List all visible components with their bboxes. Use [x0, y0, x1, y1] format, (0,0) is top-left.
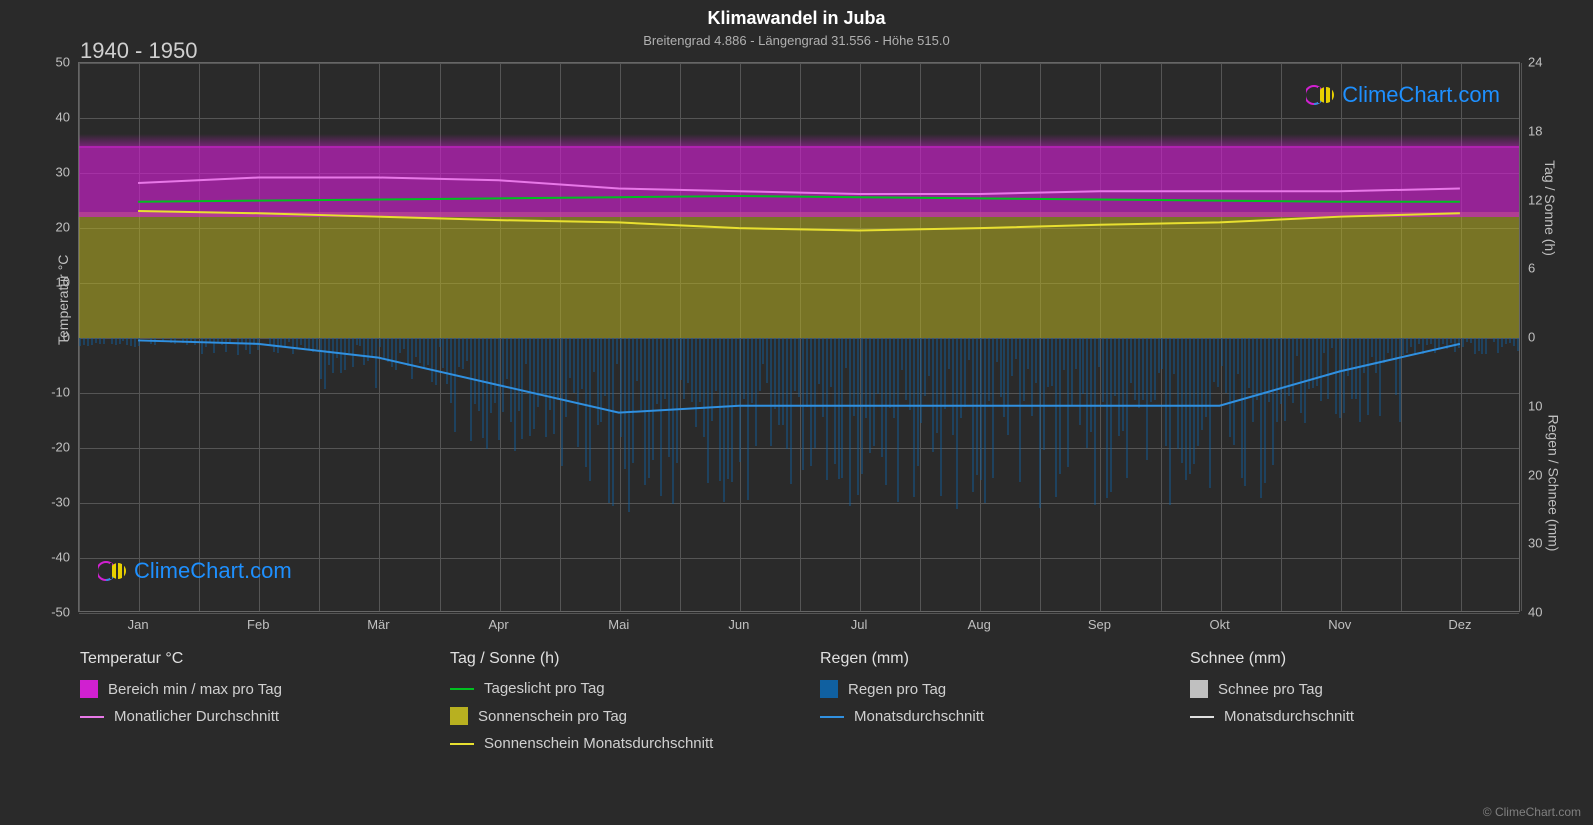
y-tick-left: 30: [30, 165, 70, 180]
legend-item: Tageslicht pro Tag: [450, 680, 780, 697]
y-tick-right-bottom: 20: [1528, 467, 1542, 482]
y-tick-left: -30: [30, 495, 70, 510]
legend-item: Bereich min / max pro Tag: [80, 680, 410, 698]
chart-subtitle: Breitengrad 4.886 - Längengrad 31.556 - …: [0, 29, 1593, 48]
legend-swatch: [450, 688, 474, 690]
legend-swatch: [80, 716, 104, 718]
watermark-text: ClimeChart.com: [134, 558, 292, 584]
legend-label: Monatlicher Durchschnitt: [114, 708, 279, 725]
legend-label: Sonnenschein Monatsdurchschnitt: [484, 735, 713, 752]
y-tick-left: 0: [30, 330, 70, 345]
legend-swatch: [450, 707, 468, 725]
x-tick: Jun: [728, 617, 749, 632]
legend-header: Regen (mm): [820, 650, 1150, 668]
legend-swatch: [80, 680, 98, 698]
legend-header: Schnee (mm): [1190, 650, 1520, 668]
x-tick: Aug: [968, 617, 991, 632]
legend-item: Sonnenschein pro Tag: [450, 707, 780, 725]
legend-item: Monatlicher Durchschnitt: [80, 708, 410, 725]
legend: Temperatur °C Bereich min / max pro Tag Mo…: [80, 650, 1520, 762]
chart-lines: [78, 62, 1520, 612]
legend-label: Tageslicht pro Tag: [484, 680, 605, 697]
temp-avg-line: [138, 178, 1460, 195]
legend-label: Schnee pro Tag: [1218, 681, 1323, 698]
legend-group: Regen (mm) Regen pro Tag Monatsdurchschnit…: [820, 650, 1150, 762]
legend-label: Monatsdurchschnitt: [854, 708, 984, 725]
x-tick: Jul: [851, 617, 868, 632]
y-tick-right-bottom: 40: [1528, 605, 1542, 620]
x-tick: Sep: [1088, 617, 1111, 632]
legend-group: Schnee (mm) Schnee pro Tag Monatsdurchschn…: [1190, 650, 1520, 762]
y-tick-left: -20: [30, 440, 70, 455]
legend-swatch: [450, 743, 474, 745]
legend-label: Regen pro Tag: [848, 681, 946, 698]
legend-label: Bereich min / max pro Tag: [108, 681, 282, 698]
legend-label: Sonnenschein pro Tag: [478, 708, 627, 725]
x-tick: Feb: [247, 617, 269, 632]
y-tick-right-top: 12: [1528, 192, 1542, 207]
legend-item: Regen pro Tag: [820, 680, 1150, 698]
watermark-top: ClimeChart.com: [1306, 82, 1500, 108]
logo-icon: [1306, 83, 1336, 107]
x-tick: Mär: [367, 617, 389, 632]
legend-item: Monatsdurchschnitt: [1190, 708, 1520, 725]
legend-item: Sonnenschein Monatsdurchschnitt: [450, 735, 780, 752]
chart-title: Klimawandel in Juba: [0, 0, 1593, 29]
y-tick-left: -10: [30, 385, 70, 400]
y-tick-right-top: 0: [1528, 330, 1535, 345]
watermark-text: ClimeChart.com: [1342, 82, 1500, 108]
y-tick-left: 50: [30, 55, 70, 70]
x-tick: Jan: [128, 617, 149, 632]
y-tick-right-bottom: 30: [1528, 536, 1542, 551]
logo-icon: [98, 559, 128, 583]
y-tick-right-top: 6: [1528, 261, 1535, 276]
legend-swatch: [1190, 680, 1208, 698]
legend-header: Temperatur °C: [80, 650, 410, 668]
y-tick-right-top: 18: [1528, 123, 1542, 138]
legend-swatch: [820, 680, 838, 698]
daylight-line: [138, 196, 1460, 202]
legend-swatch: [1190, 716, 1214, 718]
legend-group: Tag / Sonne (h) Tageslicht pro Tag Sonnens…: [450, 650, 780, 762]
legend-label: Monatsdurchschnitt: [1224, 708, 1354, 725]
legend-swatch: [820, 716, 844, 718]
y-tick-right-top: 24: [1528, 55, 1542, 70]
y-axis-right-top-title: Tag / Sonne (h): [1542, 160, 1558, 256]
y-tick-left: 20: [30, 220, 70, 235]
x-tick: Apr: [488, 617, 508, 632]
sunshine-avg-line: [138, 211, 1460, 230]
x-tick: Nov: [1328, 617, 1351, 632]
legend-item: Schnee pro Tag: [1190, 680, 1520, 698]
rain-avg-line: [138, 340, 1460, 412]
x-tick: Dez: [1448, 617, 1471, 632]
y-tick-left: -40: [30, 550, 70, 565]
y-tick-right-bottom: 10: [1528, 398, 1542, 413]
legend-group: Temperatur °C Bereich min / max pro Tag Mo…: [80, 650, 410, 762]
y-axis-right-bottom-title: Regen / Schnee (mm): [1546, 414, 1562, 551]
copyright: © ClimeChart.com: [1483, 805, 1581, 819]
chart-area: Temperatur °C Tag / Sonne (h) Regen / Sc…: [78, 62, 1520, 612]
legend-item: Monatsdurchschnitt: [820, 708, 1150, 725]
x-tick: Mai: [608, 617, 629, 632]
y-tick-left: -50: [30, 605, 70, 620]
y-tick-left: 40: [30, 110, 70, 125]
period-label: 1940 - 1950: [80, 38, 197, 64]
y-tick-left: 10: [30, 275, 70, 290]
x-tick: Okt: [1209, 617, 1229, 632]
watermark-bottom: ClimeChart.com: [98, 558, 292, 584]
legend-header: Tag / Sonne (h): [450, 650, 780, 668]
